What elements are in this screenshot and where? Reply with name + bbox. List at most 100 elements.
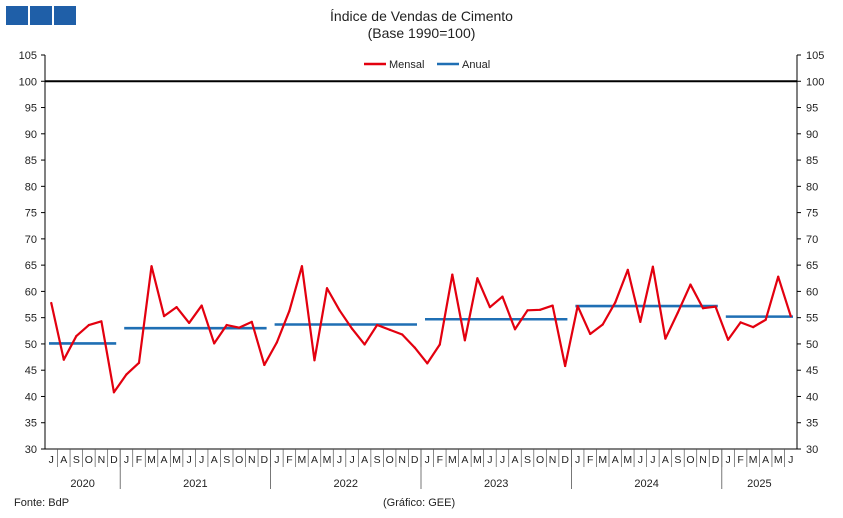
month-label: J	[650, 454, 655, 466]
monthly-point	[200, 304, 203, 307]
monthly-point	[589, 332, 592, 336]
y-tick-label-right: 65	[806, 260, 818, 272]
month-label: N	[549, 454, 557, 466]
month-label: O	[85, 454, 93, 466]
monthly-point	[376, 323, 379, 327]
month-label: J	[788, 454, 793, 466]
month-label: D	[261, 454, 269, 466]
y-tick-label-right: 55	[806, 313, 818, 325]
monthly-point	[100, 320, 103, 323]
monthly-point	[263, 363, 266, 367]
monthly-point	[789, 314, 792, 318]
month-label: A	[311, 454, 318, 466]
logo-block	[30, 6, 52, 25]
year-label: 2022	[334, 478, 358, 490]
monthly-point	[488, 306, 492, 309]
month-label: J	[500, 454, 505, 466]
month-label: O	[386, 454, 394, 466]
monthly-point	[538, 308, 542, 311]
y-tick-label-right: 35	[806, 418, 818, 430]
monthly-point	[777, 275, 780, 278]
month-label: D	[712, 454, 720, 466]
monthly-point	[112, 391, 116, 394]
monthly-point	[551, 304, 554, 307]
y-tick-labels: 30 30 35 35 40 40 45 45 50 50 55 55 60 60 65 65 70 70 75 75…	[19, 50, 825, 456]
year-label: 2024	[634, 478, 658, 490]
monthly-point	[75, 334, 78, 338]
monthly-point	[564, 364, 567, 368]
legend: Mensal Anual	[364, 59, 490, 71]
monthly-point	[401, 333, 404, 336]
monthly-point	[50, 301, 53, 305]
year-label: 2020	[70, 478, 94, 490]
month-label: M	[774, 454, 783, 466]
month-label: F	[587, 454, 593, 466]
monthly-series	[50, 265, 792, 394]
monthly-point	[150, 265, 153, 268]
month-label: J	[425, 454, 430, 466]
monthly-point	[438, 343, 441, 346]
legend-label-anual: Anual	[462, 59, 490, 71]
year-label: 2025	[747, 478, 771, 490]
month-label: M	[298, 454, 307, 466]
month-label: S	[374, 454, 381, 466]
monthly-point	[501, 295, 504, 298]
y-tick-label-right: 80	[806, 181, 818, 193]
month-label: F	[136, 454, 142, 466]
monthly-point	[313, 359, 316, 362]
logo-block	[54, 6, 76, 25]
monthly-point	[238, 326, 241, 329]
monthly-point	[175, 306, 178, 309]
monthly-point	[275, 341, 278, 344]
legend-label-mensal: Mensal	[389, 59, 424, 71]
month-label: A	[461, 454, 468, 466]
monthly-point	[626, 268, 629, 271]
month-label: J	[187, 454, 192, 466]
month-label: A	[211, 454, 218, 466]
month-label: J	[349, 454, 354, 466]
y-tick-label-left: 65	[25, 260, 37, 272]
month-label: J	[575, 454, 580, 466]
month-label: M	[448, 454, 457, 466]
month-label: M	[323, 454, 332, 466]
month-label: D	[561, 454, 569, 466]
month-label: J	[124, 454, 129, 466]
monthly-point	[62, 358, 65, 361]
y-tick-label-right: 95	[806, 103, 818, 115]
chart-subtitle: (Base 1990=100)	[367, 25, 476, 41]
monthly-point	[701, 307, 705, 310]
monthly-point	[614, 301, 617, 304]
y-tick-label-right: 85	[806, 155, 818, 167]
month-label: M	[473, 454, 482, 466]
monthly-point	[363, 343, 366, 346]
month-label: A	[612, 454, 619, 466]
monthly-point	[213, 342, 216, 345]
month-label: S	[524, 454, 531, 466]
monthly-point	[125, 373, 128, 376]
y-tick-label-left: 35	[25, 418, 37, 430]
monthly-point	[576, 305, 579, 308]
monthly-point	[752, 326, 755, 329]
monthly-point	[526, 309, 529, 312]
y-tick-label-right: 50	[806, 339, 818, 351]
monthly-point	[476, 277, 479, 280]
y-tick-label-right: 60	[806, 286, 818, 298]
y-tick-label-right: 30	[806, 444, 818, 456]
monthly-point	[388, 328, 391, 331]
month-label: M	[172, 454, 181, 466]
monthly-point	[676, 311, 680, 314]
chart-title-block: Índice de Vendas de Cimento (Base 1990=1…	[0, 8, 843, 42]
month-label: A	[361, 454, 368, 466]
month-label: O	[686, 454, 694, 466]
monthly-point	[288, 309, 291, 312]
monthly-point	[451, 273, 454, 276]
month-label: F	[737, 454, 743, 466]
month-label: J	[274, 454, 279, 466]
month-label: J	[199, 454, 204, 466]
month-label: J	[49, 454, 54, 466]
monthly-point	[764, 318, 767, 321]
month-label: J	[638, 454, 643, 466]
monthly-point	[250, 320, 253, 323]
